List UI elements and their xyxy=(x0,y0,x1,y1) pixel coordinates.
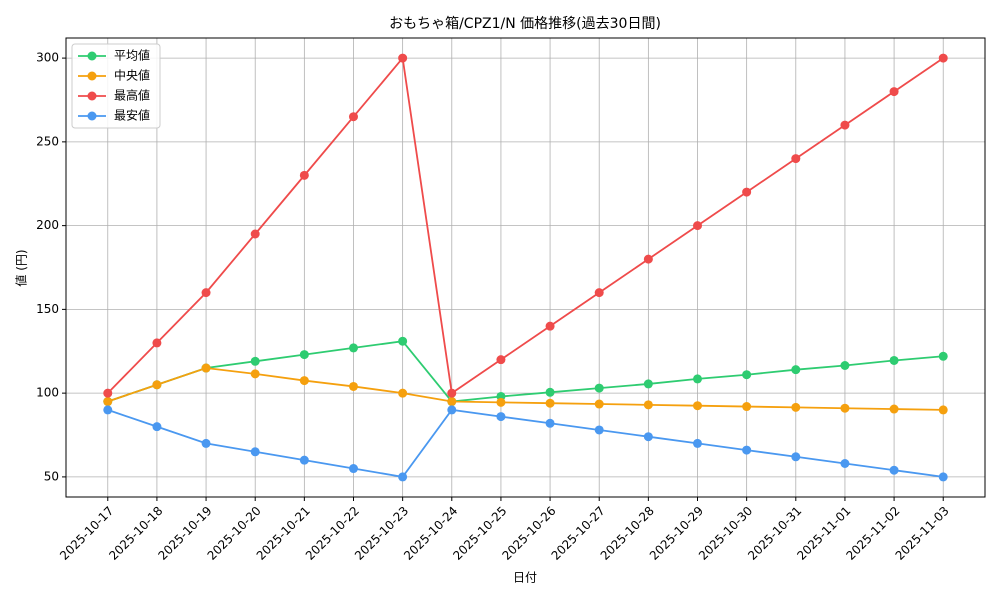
data-point xyxy=(938,351,948,361)
data-point xyxy=(938,472,948,482)
data-point xyxy=(643,400,653,410)
data-point xyxy=(840,360,850,370)
data-point xyxy=(693,221,703,231)
data-point xyxy=(545,398,555,408)
legend-label: 最高値 xyxy=(114,88,150,103)
plot-frame xyxy=(65,37,986,498)
data-point xyxy=(299,376,309,386)
data-point xyxy=(742,445,752,455)
data-point xyxy=(201,288,211,298)
data-point xyxy=(398,53,408,63)
data-point xyxy=(889,87,899,97)
data-point xyxy=(250,447,260,457)
data-point xyxy=(643,254,653,264)
data-point xyxy=(840,403,850,413)
data-point xyxy=(103,388,113,398)
data-point xyxy=(447,405,457,415)
series-line xyxy=(107,340,944,403)
data-point xyxy=(791,452,801,462)
data-point xyxy=(250,356,260,366)
data-point xyxy=(840,458,850,468)
series-line xyxy=(107,55,944,395)
data-point xyxy=(889,465,899,475)
data-point xyxy=(840,120,850,130)
data-point xyxy=(348,112,358,122)
y-tick-label: 100 xyxy=(36,386,59,400)
data-point xyxy=(545,387,555,397)
y-axis-label: 値 (円) xyxy=(14,249,29,286)
y-tick-label: 250 xyxy=(36,134,59,148)
data-point xyxy=(693,438,703,448)
data-point xyxy=(348,464,358,474)
data-point xyxy=(938,53,948,63)
data-point xyxy=(693,401,703,411)
data-point xyxy=(938,405,948,415)
data-point xyxy=(889,355,899,365)
data-point xyxy=(299,455,309,465)
data-point xyxy=(201,438,211,448)
legend-label: 平均値 xyxy=(114,48,150,63)
data-point xyxy=(250,369,260,379)
y-tick-label: 50 xyxy=(44,469,59,483)
legend-box xyxy=(71,43,161,129)
legend-marker xyxy=(87,91,97,101)
y-tick-label: 200 xyxy=(36,218,59,232)
data-point xyxy=(201,363,211,373)
data-point xyxy=(250,229,260,239)
legend-label: 最安値 xyxy=(114,108,150,123)
data-point xyxy=(398,336,408,346)
data-point xyxy=(152,380,162,390)
data-point xyxy=(447,388,457,398)
data-point xyxy=(152,422,162,432)
series-line xyxy=(107,408,944,478)
data-point xyxy=(152,338,162,348)
data-point xyxy=(398,388,408,398)
data-point xyxy=(545,418,555,428)
data-point xyxy=(447,397,457,407)
data-point xyxy=(398,472,408,482)
series-line xyxy=(107,367,944,411)
data-point xyxy=(742,402,752,412)
y-tick-label: 150 xyxy=(36,302,59,316)
data-point xyxy=(742,370,752,380)
data-point xyxy=(496,355,506,365)
data-point xyxy=(791,402,801,412)
data-point xyxy=(791,154,801,164)
data-point xyxy=(103,405,113,415)
data-point xyxy=(791,365,801,375)
data-point xyxy=(348,343,358,353)
data-point xyxy=(643,432,653,442)
data-point xyxy=(594,288,604,298)
legend-marker xyxy=(87,51,97,61)
data-point xyxy=(496,397,506,407)
data-point xyxy=(643,379,653,389)
data-point xyxy=(348,381,358,391)
legend-marker xyxy=(87,71,97,81)
legend-label: 中央値 xyxy=(114,68,150,83)
chart-title: おもちゃ箱/CPZ1/N 価格推移(過去30日間) xyxy=(389,16,661,32)
data-point xyxy=(594,399,604,409)
data-point xyxy=(594,383,604,393)
data-point xyxy=(103,397,113,407)
data-point xyxy=(545,321,555,331)
data-point xyxy=(496,412,506,422)
data-point xyxy=(693,374,703,384)
legend-marker xyxy=(87,111,97,121)
data-point xyxy=(742,187,752,197)
data-point xyxy=(889,404,899,414)
data-point xyxy=(299,170,309,180)
x-axis-label: 日付 xyxy=(513,571,537,585)
y-tick-label: 300 xyxy=(36,51,59,65)
data-point xyxy=(594,425,604,435)
data-point xyxy=(299,350,309,360)
